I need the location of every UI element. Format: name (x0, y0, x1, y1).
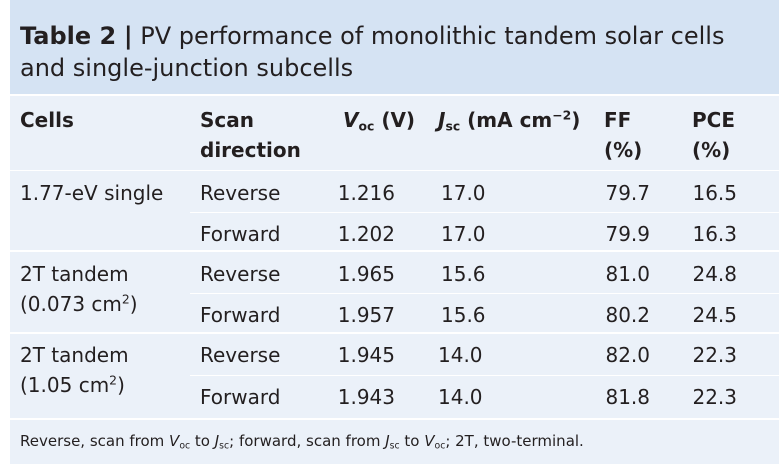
table-label: Table 2 (20, 22, 117, 50)
footnote-voc-sub: oc (179, 440, 191, 452)
pce-value: 24.8 (692, 262, 737, 286)
cell-area-text: (1.05 cm (20, 373, 110, 397)
footnote-jsc-sub: sc (389, 440, 400, 452)
footnote-band (10, 420, 779, 464)
footnote-part: ; 2T, two-terminal. (445, 432, 584, 450)
scan-direction: Reverse (200, 181, 281, 205)
pce-value: 16.3 (692, 222, 737, 246)
scan-direction: Reverse (200, 343, 281, 367)
jsc-unit-exponent: −2 (552, 107, 572, 123)
footnote-part: to (399, 432, 425, 450)
caption-separator: | (123, 22, 133, 50)
jsc-symbol: J (438, 108, 446, 132)
cell-area-exponent: 2 (109, 372, 118, 388)
group-band (10, 252, 779, 332)
voc-symbol: V (343, 108, 359, 132)
pce-value: 16.5 (692, 181, 737, 205)
cell-name: 1.77-eV single (20, 181, 164, 205)
header-pce: PCE (692, 108, 735, 132)
voc-value: 1.965 (337, 262, 395, 286)
footnote-part: Reverse, scan from (20, 432, 170, 450)
ff-value: 82.0 (605, 343, 650, 367)
jsc-value: 14.0 (438, 343, 483, 367)
voc-unit: (V) (381, 108, 416, 132)
caption-band (10, 0, 779, 94)
footnote-part: to (190, 432, 215, 450)
scan-direction: Reverse (200, 262, 281, 286)
cell-name: 2T tandem (20, 343, 129, 367)
group-band (10, 171, 779, 250)
voc-value: 1.957 (337, 303, 395, 327)
voc-subscript: oc (358, 118, 375, 134)
row-divider (190, 293, 779, 294)
cell-area: (1.05 cm2) (20, 373, 125, 397)
footnote-jsc-sub: sc (219, 440, 230, 452)
pce-value: 22.3 (692, 385, 737, 409)
footnote-jsc-symbol: J (214, 432, 220, 450)
jsc-unit-end: ) (571, 108, 581, 132)
voc-value: 1.945 (337, 343, 395, 367)
scan-direction: Forward (200, 385, 281, 409)
caption-text: PV performance of monolithic tandem sola… (20, 22, 725, 82)
row-divider (190, 375, 779, 376)
footnote-voc-symbol: V (424, 432, 435, 450)
header-scan-line2: direction (200, 138, 301, 162)
jsc-value: 15.6 (441, 303, 486, 327)
jsc-subscript: sc (445, 118, 461, 134)
group-band (10, 334, 779, 418)
voc-value: 1.943 (337, 385, 395, 409)
header-scan-line1: Scan (200, 108, 254, 132)
header-pce-unit: (%) (692, 138, 731, 162)
cell-area-text: (0.073 cm (20, 292, 122, 316)
scan-direction: Forward (200, 303, 281, 327)
header-cells: Cells (20, 108, 74, 132)
jsc-value: 15.6 (441, 262, 486, 286)
cell-name: 2T tandem (20, 262, 129, 286)
header-voc: Voc (V) (343, 108, 415, 132)
cell-area-exponent: 2 (121, 291, 130, 307)
table-caption: Table 2 | PV performance of monolithic t… (20, 20, 760, 84)
scan-direction: Forward (200, 222, 281, 246)
footnote-part: ; forward, scan from (229, 432, 386, 450)
cell-area: (0.073 cm2) (20, 292, 138, 316)
footnote-voc-sub: oc (434, 440, 446, 452)
jsc-value: 14.0 (438, 385, 483, 409)
header-band (10, 96, 779, 170)
voc-value: 1.202 (337, 222, 395, 246)
pce-value: 22.3 (692, 343, 737, 367)
row-divider (190, 212, 779, 213)
ff-value: 79.7 (605, 181, 650, 205)
jsc-value: 17.0 (441, 222, 486, 246)
ff-value: 79.9 (605, 222, 650, 246)
footnote-jsc-symbol: J (385, 432, 390, 450)
pce-value: 24.5 (692, 303, 737, 327)
table-footnote: Reverse, scan from Voc to Jsc; forward, … (20, 430, 584, 452)
header-ff-unit: (%) (604, 138, 643, 162)
cell-area-close: ) (117, 373, 125, 397)
ff-value: 81.0 (605, 262, 650, 286)
jsc-unit-start: (mA cm (467, 108, 553, 132)
footnote-voc-symbol: V (169, 432, 180, 450)
ff-value: 80.2 (605, 303, 650, 327)
jsc-value: 17.0 (441, 181, 486, 205)
ff-value: 81.8 (605, 385, 650, 409)
voc-value: 1.216 (337, 181, 395, 205)
header-ff: FF (604, 108, 632, 132)
header-jsc: Jsc (mA cm−2) (438, 108, 580, 132)
cell-area-close: ) (129, 292, 138, 316)
